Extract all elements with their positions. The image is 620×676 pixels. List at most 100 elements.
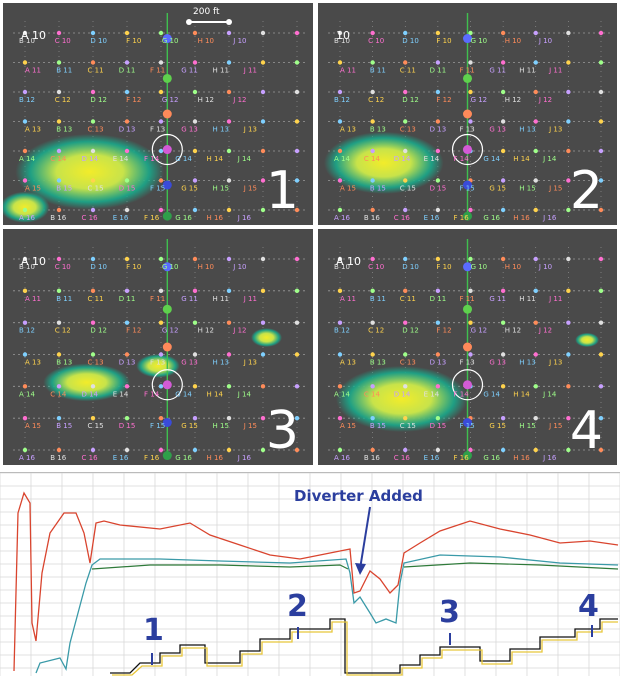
well-dot: [56, 447, 62, 453]
well-label: C 10: [368, 37, 384, 45]
well-label: D 11: [430, 67, 447, 75]
well-dot: [566, 288, 571, 294]
injector-well: [162, 304, 172, 314]
well-label: B 13: [370, 126, 386, 134]
well-label: D 13: [430, 359, 447, 367]
well-dot: [403, 30, 408, 36]
well-dot: [533, 447, 538, 453]
well-label: C 14: [50, 155, 67, 163]
red-curve: [13, 491, 619, 672]
map-panel-3-canvas: B 10 C 10 D 10 F 10 G 10 H 10 J 10 A 11 B 11 C 11…: [13, 239, 307, 462]
well-dot: [90, 352, 96, 357]
well-dot: [124, 30, 130, 36]
well-dot: [598, 119, 604, 124]
well-dot: [598, 447, 604, 453]
well-dot: [500, 447, 506, 453]
well-dot: [260, 178, 266, 183]
well-label: B 10: [19, 37, 35, 45]
well-label: F 15: [460, 185, 475, 193]
well-dot: [435, 352, 441, 357]
well-dot: [533, 207, 538, 213]
well-label: J 15: [243, 422, 257, 430]
plume: [136, 354, 180, 378]
well-dot: [370, 178, 375, 183]
pressure-chart: Diverter Added 1 2 3 4: [0, 472, 620, 676]
well-label: H 12: [505, 327, 521, 335]
well-label: D 15: [430, 422, 447, 430]
map-panel-4-canvas: B 10 C 10 D 10 F 10 G 10 H 10 J 10 A 11 B 11 C 11…: [328, 239, 611, 462]
diverter-annotation: Diverter Added: [294, 487, 423, 505]
yellow-step-curve: [112, 621, 618, 676]
well-label: G 14: [483, 390, 500, 398]
well-label: J 11: [548, 67, 562, 75]
well-label: G 11: [181, 67, 198, 75]
well-dot: [226, 447, 232, 453]
well-dot: [566, 178, 571, 183]
well-dot: [22, 89, 28, 95]
well-dot: [337, 60, 343, 65]
well-dot: [226, 119, 232, 124]
well-label: D 14: [82, 155, 99, 163]
well-label: J 10: [538, 263, 552, 271]
well-dot: [90, 256, 96, 262]
well-dot: [192, 384, 198, 389]
well-label: C 12: [368, 96, 384, 104]
well-dot: [337, 320, 343, 325]
well-dot: [500, 320, 506, 325]
highlight-ring-icon: [451, 133, 484, 166]
well-dot: [226, 207, 232, 213]
well-label: G 10: [162, 263, 179, 271]
well-label: C 11: [400, 295, 416, 303]
well-label: F 13: [150, 126, 165, 134]
well-label: C 11: [400, 67, 416, 75]
pressure-chart-canvas: [0, 473, 620, 676]
well-label: G 15: [181, 185, 198, 193]
well-label: F 14: [144, 155, 160, 163]
well-label: J 16: [237, 214, 252, 222]
well-dot: [90, 119, 96, 124]
well-dot: [294, 352, 300, 357]
scale-bar: [186, 19, 232, 27]
well-dot: [468, 288, 473, 294]
well-dot: [500, 256, 506, 262]
diverter-arrow: [359, 506, 371, 570]
well-label: H 15: [519, 185, 535, 193]
injector-well: [463, 109, 472, 119]
well-dot: [337, 447, 343, 453]
well-label: A 15: [340, 422, 356, 430]
well-dot: [124, 207, 130, 213]
well-dot: [22, 447, 28, 453]
arrowhead-icon: [355, 563, 366, 575]
well-label: F 16: [454, 454, 470, 462]
well-label: H 14: [207, 390, 224, 398]
injector-well: [162, 109, 172, 119]
well-label: B 10: [334, 37, 350, 45]
well-label: D 12: [90, 327, 107, 335]
well-label: J 12: [232, 96, 246, 104]
well-dot: [294, 30, 300, 36]
well-label: E 14: [424, 390, 440, 398]
well-dot: [56, 384, 62, 389]
well-dot: [370, 415, 375, 421]
well-dot: [22, 352, 28, 357]
well-dot: [435, 256, 441, 262]
well-label: C 13: [400, 359, 416, 367]
well-label: F 10: [436, 263, 451, 271]
well-label: G 13: [489, 359, 506, 367]
well-label: G 12: [471, 96, 488, 104]
well-label: E 16: [424, 214, 440, 222]
well-label: G 14: [483, 155, 500, 163]
well-dot: [294, 384, 300, 389]
well-label: J 13: [243, 126, 257, 134]
well-dot: [435, 148, 441, 154]
well-dot: [370, 447, 375, 453]
injector-well: [162, 451, 172, 461]
well-dot: [370, 207, 375, 213]
well-dot: [403, 148, 408, 154]
well-dot: [124, 178, 130, 183]
well-dot: [533, 352, 538, 357]
well-label: C 15: [88, 422, 104, 430]
well-label: G 16: [483, 214, 500, 222]
black-step-curve: [110, 618, 618, 674]
well-label: H 15: [213, 185, 229, 193]
